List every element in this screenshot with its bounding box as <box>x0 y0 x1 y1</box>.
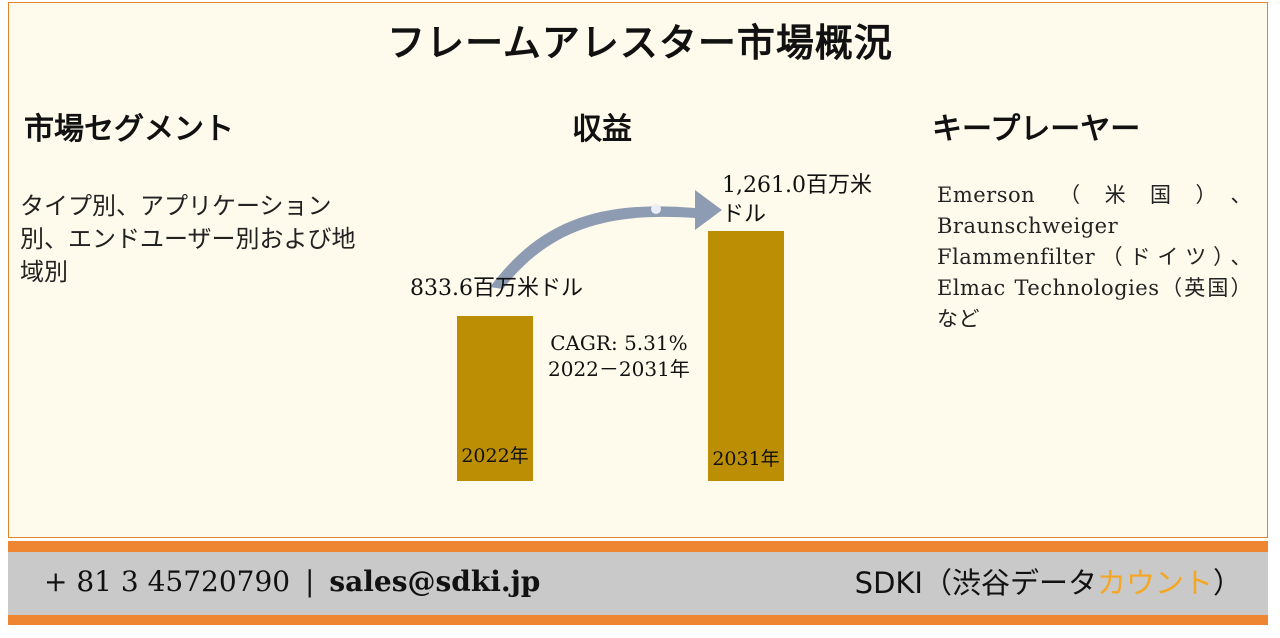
segments-text: タイプ別、アプリケーション別、エンドユーザー別および地域別 <box>20 192 356 286</box>
growth-arrow-shape <box>490 190 722 289</box>
value-label-2022: 833.6百万米ドル <box>410 276 583 301</box>
cagr-label: CAGR: 5.31% 2022－2031年 <box>548 330 690 382</box>
footer-bar <box>8 552 1268 615</box>
arrow-dot <box>651 204 661 214</box>
cagr-rate: CAGR: 5.31% <box>550 331 688 355</box>
phone-number[interactable]: + 81 3 45720790 <box>44 565 291 598</box>
revenue-heading: 収益 <box>572 112 632 147</box>
brand-suffix: ） <box>1212 566 1242 600</box>
bar-2022 <box>457 315 533 481</box>
segments-heading: 市場セグメント <box>24 112 234 147</box>
players-heading: キープレーヤー <box>932 112 1141 147</box>
value-label-2031: 1,261.0百万米ドル <box>722 173 872 227</box>
contact-info: + 81 3 45720790 | sales@sdki.jp <box>44 565 540 598</box>
cagr-period: 2022－2031年 <box>548 357 690 381</box>
players-text: Emerson（米国）、Braunschweiger Flammenfilter… <box>937 183 1252 331</box>
brand-accent: カウント <box>1096 566 1213 600</box>
email-link[interactable]: sales@sdki.jp <box>329 565 541 598</box>
bar-label-2031: 2031年 <box>712 448 780 470</box>
bar-label-2022: 2022年 <box>461 445 529 467</box>
overview-panel <box>8 2 1268 538</box>
page-title: フレームアレスター市場概況 <box>387 20 893 65</box>
bar-2031 <box>708 231 784 481</box>
brand-prefix: SDKI（渋谷データ <box>854 566 1097 600</box>
contact-separator: | <box>305 565 315 598</box>
brand-name: SDKI（渋谷データカウント） <box>855 560 1242 602</box>
